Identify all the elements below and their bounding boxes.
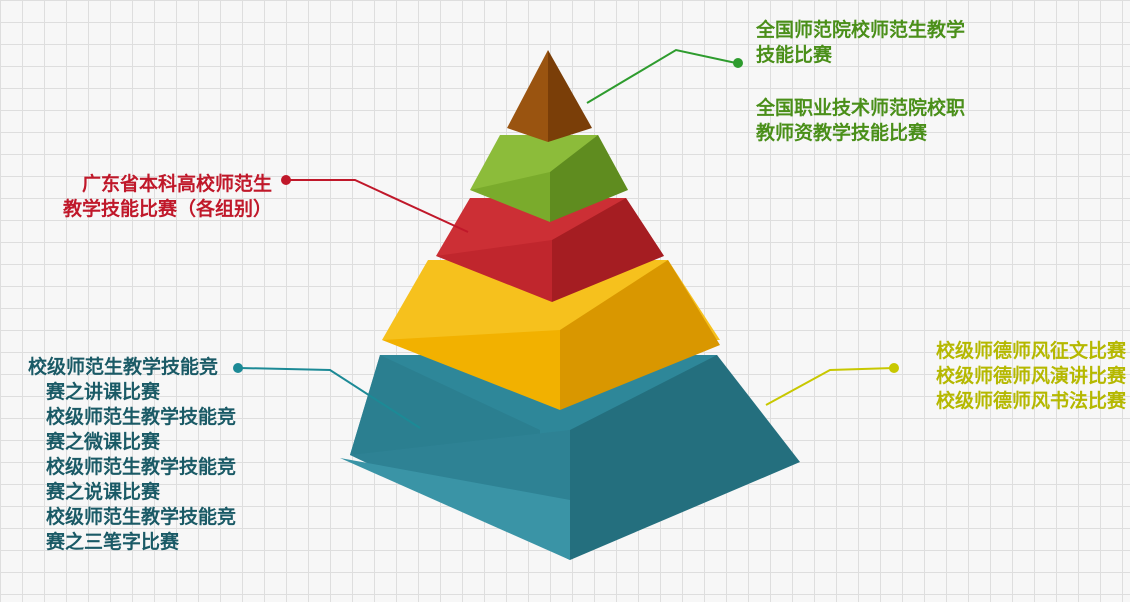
label-line: 赛之讲课比赛: [46, 381, 161, 403]
label-school-teaching-contests: 校级师范生教学技能竞 赛之讲课比赛 校级师范生教学技能竞 赛之微课比赛 校级师范…: [28, 355, 236, 555]
label-line: 广东省本科高校师范生: [81, 173, 272, 195]
label-line: 全国师范院校师范生教学: [756, 19, 966, 41]
pyramid-tier-red: [436, 198, 664, 302]
label-national-vocational-contest: 全国职业技术师范院校职 教师资教学技能比赛: [756, 96, 965, 146]
pyramid-tier-green: [470, 135, 628, 222]
leader-lines: [233, 48, 899, 429]
label-line: 校级师范生教学技能竞: [46, 406, 237, 428]
leader-dot-green: [733, 58, 743, 68]
label-line: 校级师范生教学技能竞: [46, 506, 237, 528]
leader-dot-yellow: [889, 363, 899, 373]
leader-line-yellow: [765, 367, 894, 406]
label-line: 校级师范生教学技能竞: [28, 356, 219, 378]
label-line: 赛之说课比赛: [46, 481, 161, 503]
label-line: 校级师德师风演讲比赛: [935, 365, 1126, 387]
label-line: 教师资教学技能比赛: [756, 122, 928, 144]
label-line: 技能比赛: [756, 44, 833, 66]
label-national-normal-contest: 全国师范院校师范生教学 技能比赛: [756, 18, 965, 68]
label-line: 赛之三笔字比赛: [46, 531, 180, 553]
leader-line-red: [290, 179, 469, 233]
label-line: 校级师德师风征文比赛: [935, 340, 1126, 362]
label-line: 教学技能比赛（各组别）: [62, 198, 272, 220]
pyramid-tier-top: [507, 50, 592, 142]
leader-dot-blue: [233, 363, 243, 373]
label-line: 校级师范生教学技能竞: [46, 456, 237, 478]
leader-dot-red: [281, 175, 291, 185]
label-line: 校级师德师风书法比赛: [935, 390, 1126, 412]
label-provincial-contest: 广东省本科高校师范生 教学技能比赛（各组别）: [40, 172, 272, 222]
label-line: 赛之微课比赛: [46, 431, 161, 453]
label-line: 全国职业技术师范院校职: [756, 97, 966, 119]
leader-line-green: [586, 48, 737, 104]
label-ethics-contests: 校级师德师风征文比赛 校级师德师风演讲比赛 校级师德师风书法比赛: [868, 339, 1126, 414]
pyramid-tier-blue: [340, 355, 800, 560]
leader-line-blue: [239, 367, 421, 429]
